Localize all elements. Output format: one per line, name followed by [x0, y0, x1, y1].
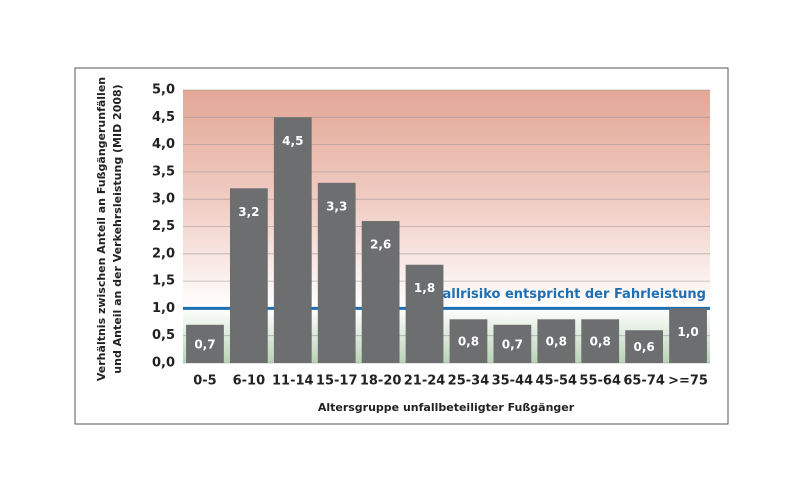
- x-tick-label: 6-10: [233, 374, 266, 389]
- bar: [229, 188, 268, 363]
- y-tick-label: 2,5: [152, 219, 175, 234]
- value-label: 0,8: [590, 335, 611, 349]
- y-axis-title: und Anteil an der Verkehrsleistung (MID …: [111, 84, 124, 373]
- y-tick-label: 4,0: [152, 137, 175, 152]
- value-label: 3,3: [326, 199, 347, 213]
- x-tick-label: 11-14: [272, 374, 314, 389]
- bar: [669, 308, 707, 363]
- y-tick-label: 1,5: [152, 274, 175, 289]
- value-label: 0,6: [633, 340, 654, 354]
- bar: [581, 319, 620, 363]
- bar: [537, 319, 576, 363]
- x-tick-label: 25-34: [448, 374, 490, 389]
- x-tick-label: 45-54: [536, 374, 578, 389]
- x-tick-label: 55-64: [579, 374, 621, 389]
- value-label: 0,8: [546, 335, 567, 349]
- value-label: 3,2: [238, 205, 259, 219]
- y-tick-label: 4,5: [152, 110, 175, 125]
- value-label: 0,7: [194, 337, 215, 351]
- y-tick-label: 0,5: [152, 328, 175, 343]
- x-tick-label: 18-20: [360, 374, 402, 389]
- bar: [317, 182, 356, 363]
- x-axis-title: Altersgruppe unfallbeteiligter Fußgänger: [318, 401, 575, 414]
- x-tick-label: 0-5: [193, 374, 217, 389]
- bar: [361, 221, 400, 363]
- value-label: 0,7: [502, 337, 523, 351]
- y-tick-label: 3,5: [152, 164, 175, 179]
- value-label: 4,5: [282, 134, 303, 148]
- x-tick-label: 15-17: [316, 374, 358, 389]
- x-tick-label: 21-24: [404, 374, 446, 389]
- reference-label: Unfallrisiko entspricht der Fahrleistung: [417, 287, 706, 302]
- value-label: 0,8: [458, 335, 479, 349]
- x-tick-label: >=75: [668, 374, 708, 389]
- bar: [449, 319, 488, 363]
- frame: [74, 67, 729, 425]
- bar: [186, 324, 224, 363]
- y-tick-label: 0,0: [152, 356, 175, 371]
- y-tick-label: 3,0: [152, 192, 175, 207]
- bar: [493, 324, 532, 363]
- bar: [405, 264, 444, 363]
- value-label: 1,8: [414, 281, 435, 295]
- x-tick-label: 65-74: [623, 374, 665, 389]
- value-label: 2,6: [370, 238, 391, 252]
- y-tick-label: 5,0: [152, 83, 175, 98]
- bar: [273, 117, 312, 363]
- y-tick-label: 2,0: [152, 246, 175, 261]
- y-axis-title: Verhältnis zwischen Anteil an Fußgängeru…: [95, 77, 108, 381]
- x-tick-label: 35-44: [492, 374, 534, 389]
- bar: [625, 330, 664, 363]
- value-label: 1,0: [677, 325, 698, 339]
- y-tick-label: 1,0: [152, 301, 175, 316]
